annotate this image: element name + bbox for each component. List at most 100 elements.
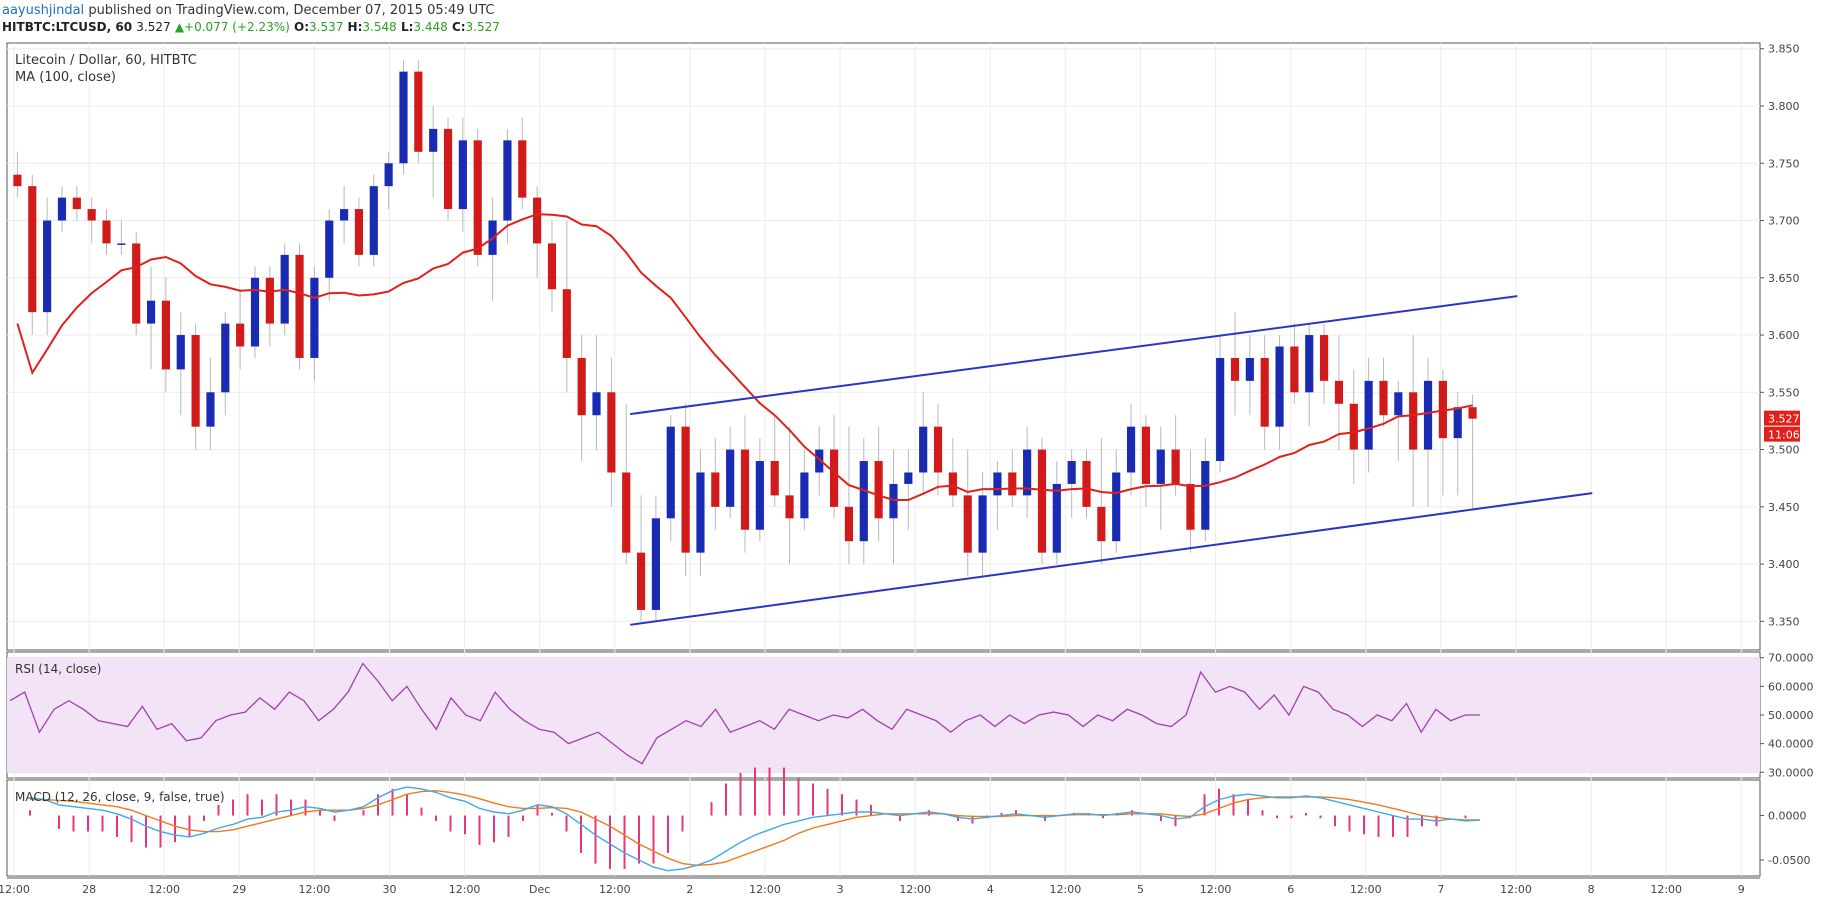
x-tick-label: 12:00 — [299, 883, 331, 896]
candle-body — [636, 552, 646, 610]
symbol-label: HITBTC:LTCUSD, 60 — [2, 20, 133, 34]
candle-body — [1468, 407, 1477, 419]
trend-channel[interactable] — [630, 295, 1593, 626]
candle-body — [1156, 449, 1165, 484]
candle-body — [1409, 392, 1418, 450]
open-label: O: — [294, 20, 309, 34]
price-tag: 3.527 11:06 — [1764, 410, 1800, 442]
candle-body — [340, 209, 349, 221]
candle-body — [1260, 357, 1269, 427]
candle-body — [310, 277, 319, 358]
candle-body — [1067, 461, 1076, 484]
change-arrow-icon: ▲ — [174, 20, 185, 34]
x-tick-label: 12:00 — [148, 883, 180, 896]
candle-body — [1230, 357, 1240, 381]
candle-body — [844, 506, 854, 542]
publish-line: aayushjindal published on TradingView.co… — [2, 3, 494, 18]
candle-body — [503, 140, 512, 221]
rsi-tick-label: 70.0000 — [1768, 652, 1814, 665]
close-value: 3.527 — [465, 20, 500, 34]
x-tick-label: 12:00 — [749, 883, 781, 896]
pane-frame-2 — [6, 779, 1761, 877]
candle-body — [13, 174, 22, 187]
high-value: 3.548 — [362, 20, 397, 34]
candle-body — [369, 186, 378, 255]
chart-title: Litecoin / Dollar, 60, HITBTC — [15, 53, 197, 68]
candle-body — [815, 449, 824, 473]
candle-body — [429, 128, 438, 152]
candle-body — [800, 472, 809, 519]
candle-body — [250, 277, 260, 347]
candle-body — [577, 357, 586, 416]
candle-body — [1364, 380, 1373, 450]
candle-body — [978, 495, 987, 553]
candle-body — [57, 197, 67, 221]
x-tick-label: 7 — [1437, 883, 1444, 896]
candle-body — [1216, 357, 1225, 462]
macd-legend: MACD (12, 26, close, 9, false, true) — [15, 790, 225, 804]
close-label: C: — [451, 20, 466, 34]
price-tag-value: 3.527 — [1768, 413, 1800, 426]
y-tick-label: 3.500 — [1768, 444, 1800, 457]
pane-frames — [6, 42, 1761, 879]
candle-body — [904, 472, 913, 484]
candle-body — [919, 426, 928, 473]
candle-body — [1052, 483, 1061, 553]
x-tick-label: 12:00 — [0, 883, 30, 896]
x-axis-labels: 12:00 28 12:00 29 12:00 30 12:00 Dec 12:00 2 12:00… — [0, 883, 1745, 896]
x-tick-label: 29 — [232, 883, 246, 896]
candle-body — [28, 186, 37, 313]
macd-series — [29, 767, 1481, 872]
ohlc-line: HITBTC:LTCUSD, 60 3.527 ▲+0.077 (+2.23%)… — [2, 20, 500, 34]
candle-body — [414, 71, 423, 152]
candle-body — [562, 289, 571, 358]
price-tag-box — [1764, 410, 1800, 426]
rsi-line — [9, 662, 1480, 765]
candle-body — [1008, 472, 1017, 496]
rsi-series — [9, 662, 1480, 765]
macd-tick-label: -0.0500 — [1768, 854, 1810, 867]
candle-body — [206, 392, 215, 427]
x-tick-label: 8 — [1588, 883, 1595, 896]
candle-body — [993, 472, 1002, 496]
x-tick-label: 4 — [987, 883, 994, 896]
candle-body — [1423, 380, 1433, 450]
candle-body — [1438, 380, 1447, 439]
x-tick-label: 12:00 — [1050, 883, 1082, 896]
price-tag-timer-box — [1764, 426, 1800, 442]
candle-body — [859, 461, 868, 542]
candle-body — [666, 426, 675, 519]
candle-body — [948, 472, 957, 496]
high-label: H: — [347, 20, 363, 34]
low-value: 3.448 — [413, 20, 448, 34]
candle-body — [176, 335, 185, 370]
candle-body — [295, 254, 304, 358]
open-value: 3.537 — [309, 20, 344, 34]
last-price: 3.527 — [136, 20, 171, 34]
rsi-tick-label: 30.0000 — [1768, 766, 1814, 779]
x-tick-label: 28 — [82, 883, 96, 896]
author-link[interactable]: aayushjindal — [2, 3, 85, 18]
candle-body — [874, 461, 883, 519]
candle-body — [533, 197, 542, 244]
candle-body — [1379, 380, 1388, 416]
candle-body — [236, 323, 245, 347]
y-tick-label: 3.600 — [1768, 329, 1800, 342]
y-tick-label: 3.700 — [1768, 215, 1800, 228]
candle-body — [592, 392, 601, 416]
candle-body — [740, 449, 750, 530]
candle-body — [265, 277, 274, 324]
x-tick-label: 9 — [1738, 883, 1745, 896]
candle-body — [1290, 346, 1299, 393]
candle-body — [681, 426, 690, 553]
candle-body — [785, 495, 794, 519]
candle-body — [1141, 426, 1150, 484]
candle-body — [651, 518, 660, 610]
rsi-band — [7, 657, 1760, 773]
pane-frame-0 — [6, 42, 1761, 651]
candle-body — [325, 220, 334, 278]
candle-body — [102, 220, 111, 244]
y-tick-label: 3.350 — [1768, 615, 1800, 628]
moving-average — [16, 213, 1473, 501]
